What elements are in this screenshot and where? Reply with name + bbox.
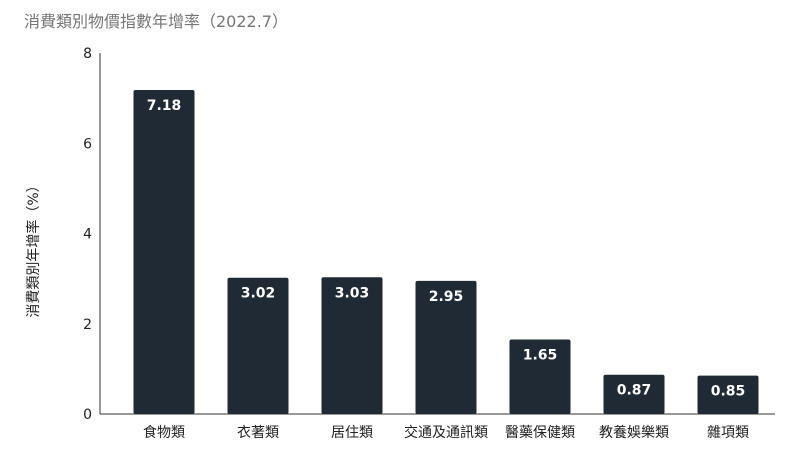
category-label: 交通及通訊類 bbox=[404, 424, 488, 441]
y-tick-label: 6 bbox=[83, 136, 92, 152]
chart-title: 消費類別物價指數年增率（2022.7） bbox=[24, 12, 288, 31]
data-label: 0.87 bbox=[617, 383, 652, 399]
category-label: 居住類 bbox=[331, 425, 373, 441]
data-label: 3.03 bbox=[335, 285, 370, 301]
y-tick-label: 2 bbox=[83, 317, 92, 333]
data-labels: 7.18 3.02 3.03 2.95 1.65 0.87 0.85 bbox=[147, 98, 746, 400]
category-label: 醫藥保健類 bbox=[505, 425, 575, 441]
category-label: 雜項類 bbox=[707, 425, 749, 441]
category-labels: 食物類 衣著類 居住類 交通及通訊類 醫藥保健類 教養娛樂類 雜項類 bbox=[143, 424, 749, 441]
data-label: 3.02 bbox=[241, 286, 276, 302]
y-tick-label: 0 bbox=[83, 407, 92, 423]
data-label: 2.95 bbox=[429, 289, 464, 305]
bar bbox=[321, 277, 383, 414]
bars bbox=[133, 90, 759, 414]
y-axis-label: 消費類別年增率（%） bbox=[25, 178, 42, 317]
bar bbox=[133, 90, 195, 414]
y-tick-label: 8 bbox=[83, 46, 92, 62]
y-axis-tick-labels: 0 2 4 6 8 bbox=[83, 46, 92, 423]
data-label: 7.18 bbox=[147, 98, 182, 114]
category-label: 衣著類 bbox=[237, 425, 279, 441]
bar bbox=[415, 280, 477, 414]
category-label: 教養娛樂類 bbox=[599, 424, 669, 441]
bar bbox=[603, 374, 665, 414]
data-label: 1.65 bbox=[523, 348, 558, 364]
category-label: 食物類 bbox=[143, 424, 185, 441]
data-label: 0.85 bbox=[711, 384, 746, 400]
y-tick-label: 4 bbox=[83, 227, 92, 243]
bar bbox=[509, 339, 571, 414]
bar bbox=[227, 277, 289, 414]
bar bbox=[697, 375, 759, 414]
